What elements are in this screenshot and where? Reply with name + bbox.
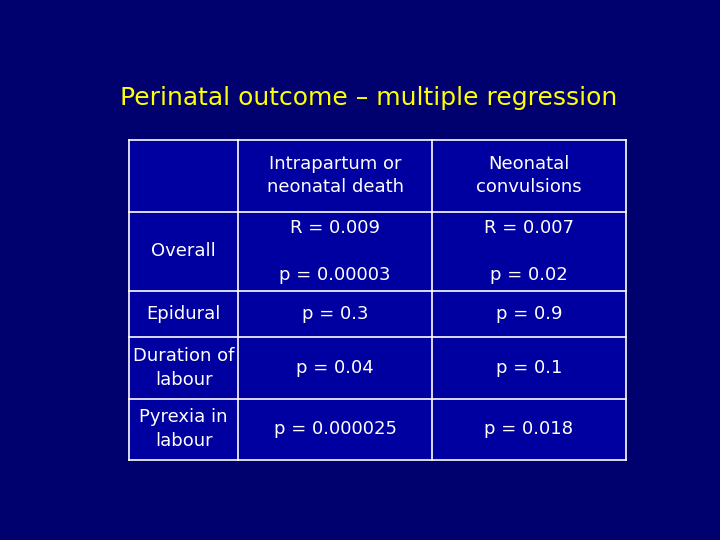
Text: Duration of
labour: Duration of labour bbox=[133, 347, 235, 389]
Text: R = 0.007

p = 0.02: R = 0.007 p = 0.02 bbox=[484, 219, 574, 284]
Text: R = 0.009

p = 0.00003: R = 0.009 p = 0.00003 bbox=[279, 219, 391, 284]
Text: Pyrexia in
labour: Pyrexia in labour bbox=[140, 408, 228, 450]
Text: p = 0.3: p = 0.3 bbox=[302, 305, 369, 323]
Text: p = 0.018: p = 0.018 bbox=[485, 420, 573, 438]
Text: Intrapartum or
neonatal death: Intrapartum or neonatal death bbox=[266, 155, 404, 197]
Text: p = 0.000025: p = 0.000025 bbox=[274, 420, 397, 438]
Text: p = 0.04: p = 0.04 bbox=[297, 359, 374, 377]
Text: p = 0.9: p = 0.9 bbox=[495, 305, 562, 323]
Text: p = 0.1: p = 0.1 bbox=[495, 359, 562, 377]
Text: Perinatal outcome – multiple regression: Perinatal outcome – multiple regression bbox=[120, 85, 618, 110]
Bar bbox=[129, 140, 626, 460]
Text: Neonatal
convulsions: Neonatal convulsions bbox=[476, 155, 582, 197]
Text: Epidural: Epidural bbox=[146, 305, 221, 323]
Text: Overall: Overall bbox=[151, 242, 216, 260]
